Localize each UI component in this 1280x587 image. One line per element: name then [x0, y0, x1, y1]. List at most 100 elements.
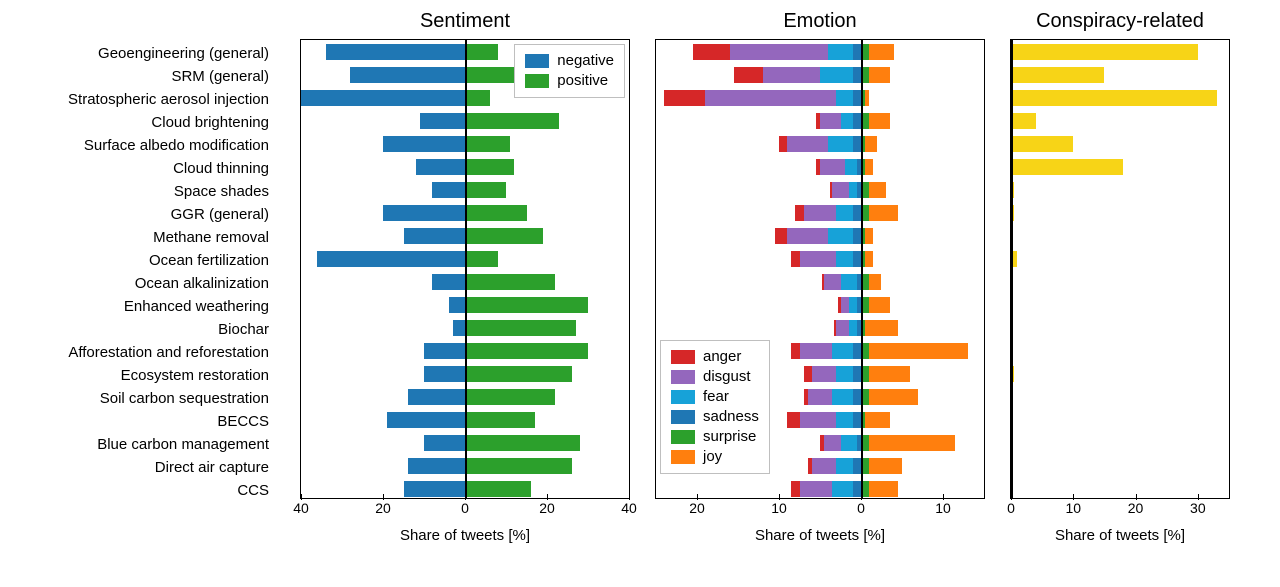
- emotion-legend: angerdisgustfearsadnesssurprisejoy: [660, 340, 770, 474]
- positive-bar: [465, 228, 543, 244]
- disgust-bar: [763, 67, 820, 83]
- legend-item: fear: [671, 387, 759, 407]
- disgust-bar: [800, 343, 833, 359]
- sadness-bar: [853, 90, 861, 106]
- joy-bar: [869, 205, 898, 221]
- anger-bar: [830, 182, 832, 198]
- joy-bar: [869, 297, 890, 313]
- joy-bar: [869, 366, 910, 382]
- bar-row: [1011, 481, 1229, 497]
- negative-bar: [301, 90, 465, 106]
- fear-bar: [836, 251, 852, 267]
- anger-bar: [664, 90, 705, 106]
- sadness-bar: [853, 481, 861, 497]
- anger-bar: [787, 412, 799, 428]
- anger-bar: [816, 113, 820, 129]
- sadness-bar: [853, 228, 861, 244]
- figure: Geoengineering (general)SRM (general)Str…: [40, 10, 1240, 544]
- sentiment-axis-label: Share of tweets [%]: [300, 527, 630, 544]
- disgust-bar: [800, 412, 837, 428]
- disgust-bar: [824, 435, 840, 451]
- bar-row: [656, 182, 984, 198]
- negative-bar: [424, 366, 465, 382]
- disgust-bar: [841, 297, 849, 313]
- category-label: Biochar: [40, 318, 275, 341]
- tick-label: 20: [689, 500, 705, 516]
- tick-label: 10: [1065, 500, 1081, 516]
- legend-label: negative: [557, 51, 614, 71]
- disgust-bar: [808, 389, 833, 405]
- disgust-bar: [787, 228, 828, 244]
- legend-swatch: [525, 54, 549, 68]
- bar-row: [1011, 159, 1229, 175]
- joy-bar: [865, 320, 898, 336]
- legend-swatch: [671, 430, 695, 444]
- anger-bar: [791, 481, 799, 497]
- disgust-bar: [705, 90, 836, 106]
- legend-item: surprise: [671, 427, 759, 447]
- sadness-bar: [853, 136, 861, 152]
- sadness-bar: [853, 113, 861, 129]
- category-label: Space shades: [40, 180, 275, 203]
- fear-bar: [841, 113, 853, 129]
- conspiracy-bar: [1011, 113, 1036, 129]
- bar-row: [1011, 366, 1229, 382]
- disgust-bar: [824, 274, 840, 290]
- tick-label: 40: [621, 500, 637, 516]
- fear-bar: [836, 412, 852, 428]
- anger-bar: [808, 458, 812, 474]
- anger-bar: [795, 205, 803, 221]
- disgust-bar: [804, 205, 837, 221]
- bar-row: [656, 44, 984, 60]
- emotion-axis-label: Share of tweets [%]: [655, 527, 985, 544]
- positive-bar: [465, 458, 572, 474]
- conspiracy-bar: [1011, 90, 1217, 106]
- category-label: Cloud thinning: [40, 157, 275, 180]
- tick-label: 10: [935, 500, 951, 516]
- anger-bar: [838, 297, 840, 313]
- bar-row: [1011, 113, 1229, 129]
- conspiracy-panel: Conspiracy-related 0102030 Share of twee…: [1010, 10, 1230, 544]
- fear-bar: [849, 320, 857, 336]
- legend-swatch: [671, 370, 695, 384]
- negative-bar: [383, 205, 465, 221]
- fear-bar: [841, 274, 857, 290]
- disgust-bar: [812, 366, 837, 382]
- legend-label: disgust: [703, 367, 751, 387]
- positive-bar: [465, 297, 588, 313]
- positive-bar: [465, 412, 535, 428]
- bar-row: [1011, 274, 1229, 290]
- category-label: BECCS: [40, 410, 275, 433]
- fear-bar: [849, 297, 857, 313]
- category-label: Enhanced weathering: [40, 295, 275, 318]
- emotion-panel: Emotion 2010010angerdisgustfearsadnesssu…: [655, 10, 985, 544]
- disgust-bar: [800, 251, 837, 267]
- fear-bar: [828, 136, 853, 152]
- negative-bar: [408, 389, 465, 405]
- positive-bar: [465, 159, 514, 175]
- bar-row: [656, 159, 984, 175]
- positive-bar: [465, 113, 559, 129]
- fear-bar: [845, 159, 857, 175]
- tick-label: 20: [1128, 500, 1144, 516]
- bar-row: [656, 320, 984, 336]
- sadness-bar: [853, 412, 861, 428]
- joy-bar: [869, 389, 918, 405]
- negative-bar: [453, 320, 465, 336]
- sadness-bar: [853, 44, 861, 60]
- negative-bar: [432, 182, 465, 198]
- joy-bar: [869, 458, 902, 474]
- category-label: Cloud brightening: [40, 111, 275, 134]
- joy-bar: [865, 228, 873, 244]
- category-label: Methane removal: [40, 226, 275, 249]
- bar-row: [1011, 297, 1229, 313]
- conspiracy-bar: [1011, 136, 1073, 152]
- anger-bar: [834, 320, 836, 336]
- positive-bar: [465, 44, 498, 60]
- bar-row: [1011, 412, 1229, 428]
- fear-bar: [828, 228, 853, 244]
- legend-label: positive: [557, 71, 608, 91]
- positive-bar: [465, 320, 576, 336]
- category-label: Ocean fertilization: [40, 249, 275, 272]
- anger-bar: [822, 274, 824, 290]
